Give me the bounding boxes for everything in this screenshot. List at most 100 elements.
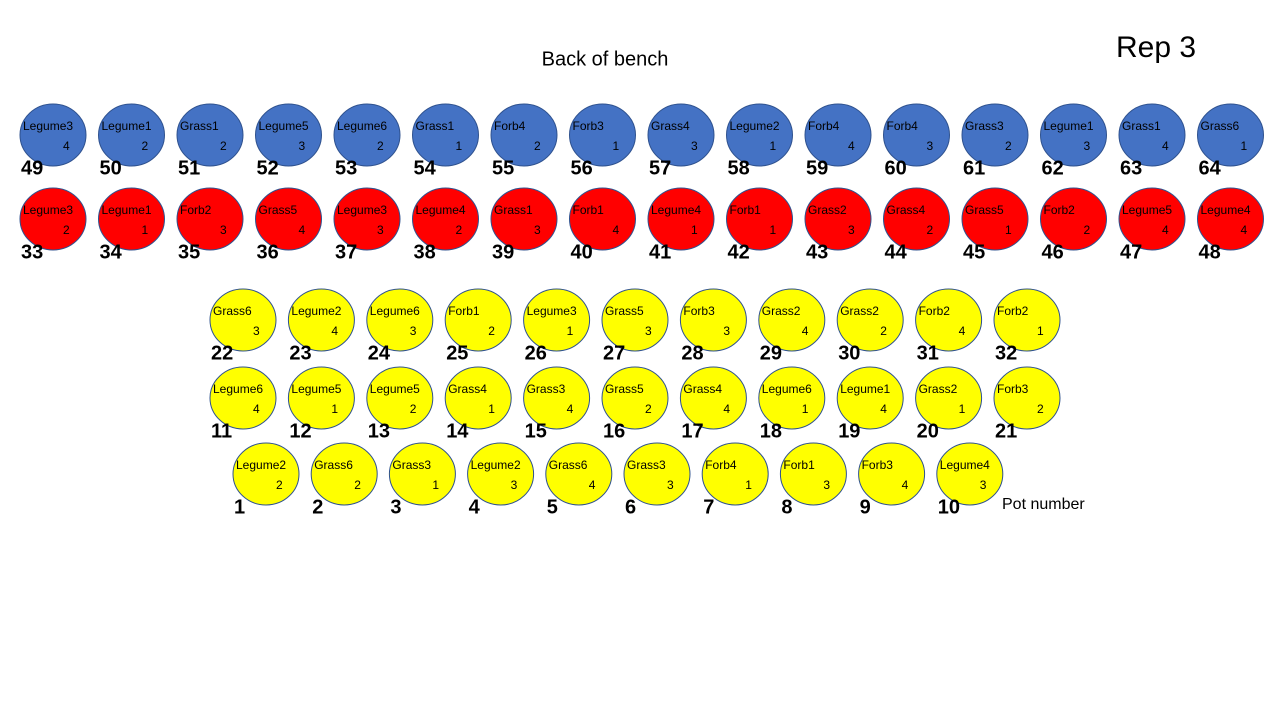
pot-number: 5 — [547, 496, 558, 518]
pot-number: 16 — [603, 420, 625, 442]
pot-species: Forb4 — [808, 119, 840, 133]
pot-number: 60 — [885, 157, 907, 179]
pot-number: 58 — [728, 157, 750, 179]
pot — [255, 187, 322, 251]
pot-species: Grass1 — [1122, 119, 1161, 133]
pot-number: 7 — [703, 496, 714, 518]
pot — [98, 187, 165, 251]
pot-species: Grass1 — [494, 203, 533, 217]
pot-code: 2 — [220, 139, 227, 153]
pot-code: 2 — [354, 478, 361, 492]
pot — [412, 187, 479, 251]
pot-code: 3 — [691, 139, 698, 153]
pot-number: 23 — [289, 342, 311, 364]
pot-code: 1 — [770, 139, 777, 153]
pot-species: Grass2 — [840, 304, 879, 318]
pot-number: 27 — [603, 342, 625, 364]
pot-species: Grass3 — [527, 382, 566, 396]
pot — [936, 442, 1004, 506]
pot-species: Grass5 — [259, 203, 298, 217]
pot-number: 4 — [469, 496, 481, 518]
pot-species: Legume6 — [213, 382, 263, 396]
pot — [545, 442, 613, 506]
pot-code: 1 — [331, 402, 338, 416]
pot-code: 2 — [534, 139, 541, 153]
pot-species: Grass4 — [651, 119, 690, 133]
pot-species: Legume2 — [236, 458, 286, 472]
pot-code: 1 — [1037, 324, 1044, 338]
pot-number: 33 — [21, 241, 43, 263]
pot-species: Grass2 — [762, 304, 801, 318]
pot — [523, 288, 591, 352]
pot-number: 1 — [234, 496, 245, 518]
pot-code: 2 — [1005, 139, 1012, 153]
pot-number: 42 — [728, 241, 750, 263]
pot — [444, 288, 512, 352]
pot-code: 1 — [959, 402, 966, 416]
pot-code: 3 — [645, 324, 652, 338]
pot-code: 3 — [299, 139, 306, 153]
pot-species: Grass5 — [605, 304, 644, 318]
pot-number: 21 — [995, 420, 1017, 442]
pot-code: 3 — [980, 478, 987, 492]
pot — [623, 442, 691, 506]
pot-number: 48 — [1199, 241, 1221, 263]
pot-species: Legume5 — [370, 382, 420, 396]
pot-code: 1 — [745, 478, 752, 492]
pot — [858, 442, 926, 506]
pot-species: Legume1 — [102, 203, 152, 217]
pot-code: 3 — [534, 223, 541, 237]
pot-code: 4 — [848, 139, 855, 153]
pot — [569, 187, 636, 251]
pot — [647, 103, 715, 167]
pot-code: 1 — [1005, 223, 1012, 237]
pot-number: 11 — [211, 420, 232, 442]
pot-number: 22 — [211, 342, 233, 364]
pot — [19, 187, 87, 251]
pot — [98, 103, 165, 167]
pot-species: Forb4 — [887, 119, 919, 133]
pot — [523, 366, 591, 430]
pot-code: 1 — [613, 139, 620, 153]
pot-code: 3 — [1084, 139, 1091, 153]
pot-species: Grass3 — [965, 119, 1004, 133]
pot-code: 1 — [770, 223, 777, 237]
pot-species: Legume4 — [940, 458, 990, 472]
pot-code: 4 — [723, 402, 730, 416]
pot — [1197, 103, 1264, 167]
pot-code: 2 — [1084, 223, 1091, 237]
pot-code: 1 — [802, 402, 809, 416]
pot — [209, 366, 277, 430]
pot-species: Grass4 — [683, 382, 722, 396]
pot — [883, 187, 950, 251]
pot-number: 30 — [838, 342, 860, 364]
pot-number: 54 — [414, 157, 437, 179]
pot-code: 1 — [1241, 139, 1248, 153]
pot — [444, 366, 512, 430]
pot-number: 10 — [938, 496, 960, 518]
pot-species: Forb1 — [448, 304, 480, 318]
pot — [255, 103, 322, 167]
pot-species: Legume6 — [762, 382, 812, 396]
pot-code: 4 — [802, 324, 809, 338]
pot-species: Legume1 — [1044, 119, 1094, 133]
pot — [804, 103, 872, 167]
pot-number: 8 — [781, 496, 792, 518]
pot-species: Legume3 — [337, 203, 387, 217]
pot — [961, 103, 1029, 167]
pot-species: Grass6 — [1201, 119, 1240, 133]
pot — [366, 288, 434, 352]
pot-code: 4 — [613, 223, 620, 237]
pot-number: 12 — [289, 420, 311, 442]
pot — [310, 442, 378, 506]
pot-number: 53 — [335, 157, 357, 179]
pot — [232, 442, 300, 506]
pot-number: 29 — [760, 342, 782, 364]
pot-code: 1 — [567, 324, 574, 338]
pot — [758, 288, 826, 352]
pot-number: 34 — [100, 241, 123, 263]
pot-number: 50 — [100, 157, 122, 179]
pot-number: 6 — [625, 496, 636, 518]
pot-species: Grass1 — [180, 119, 219, 133]
pot — [679, 366, 747, 430]
